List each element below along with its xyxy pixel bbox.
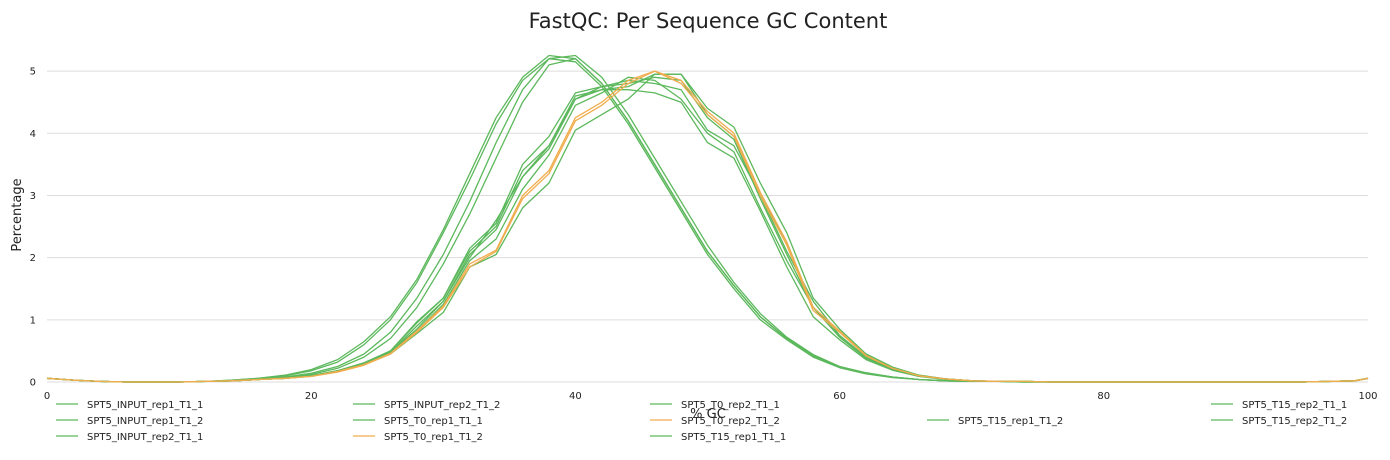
series-line-spt5-t15-rep1-t1-1[interactable] xyxy=(46,73,1369,383)
series-line-spt5-input-rep1-t1-2[interactable] xyxy=(46,54,1369,383)
x-axis-label: % GC xyxy=(690,407,726,422)
legend-label: SPT5_T15_rep1_T1_2 xyxy=(958,416,1063,427)
x-tick-label: 0 xyxy=(44,391,50,402)
x-tick-label: 20 xyxy=(305,391,318,402)
legend-item[interactable]: SPT5_T15_rep2_T1_2 xyxy=(1211,416,1347,427)
legend-item[interactable]: SPT5_INPUT_rep1_T1_2 xyxy=(56,416,203,427)
legend-item[interactable]: SPT5_T0_rep1_T1_1 xyxy=(353,416,483,427)
series-line-spt5-t15-rep1-t1-2[interactable] xyxy=(46,76,1369,383)
legend-label: SPT5_T0_rep2_T1_1 xyxy=(681,400,780,411)
legend-label: SPT5_INPUT_rep1_T1_1 xyxy=(87,400,203,411)
legend-item[interactable]: SPT5_INPUT_rep2_T1_2 xyxy=(353,400,500,411)
legend-label: SPT5_T15_rep2_T1_2 xyxy=(1242,416,1347,427)
legend-item[interactable]: SPT5_T15_rep1_T1_2 xyxy=(927,416,1063,427)
y-tick-label: 3 xyxy=(30,191,36,202)
y-tick-label: 1 xyxy=(30,315,36,326)
axis-ticks: 0 1 2 3 4 5 0 20 40 60 80 100 xyxy=(30,67,1378,402)
legend: SPT5_INPUT_rep1_T1_1 SPT5_INPUT_rep1_T1_2… xyxy=(56,400,1347,443)
legend-item[interactable]: SPT5_T0_rep1_T1_2 xyxy=(353,432,483,443)
legend-item[interactable]: SPT5_T15_rep2_T1_1 xyxy=(1211,400,1347,411)
y-tick-label: 0 xyxy=(30,378,36,389)
legend-label: SPT5_T0_rep1_T1_2 xyxy=(384,432,483,443)
x-tick-label: 100 xyxy=(1358,391,1377,402)
legend-item[interactable]: SPT5_INPUT_rep1_T1_1 xyxy=(56,400,203,411)
series-line-spt5-input-rep2-t1-2[interactable] xyxy=(46,54,1369,383)
series-line-spt5-t0-rep2-t1-1[interactable] xyxy=(46,76,1369,383)
y-tick-label: 4 xyxy=(30,129,36,140)
legend-item[interactable]: SPT5_T0_rep2_T1_1 xyxy=(650,400,780,411)
legend-label: SPT5_T15_rep1_T1_1 xyxy=(681,432,786,443)
legend-label: SPT5_INPUT_rep2_T1_1 xyxy=(87,432,203,443)
series-line-spt5-t0-rep2-t1-2[interactable] xyxy=(46,70,1369,383)
series-line-spt5-t15-rep2-t1-1[interactable] xyxy=(46,73,1369,383)
x-tick-label: 40 xyxy=(569,391,582,402)
series-line-spt5-t0-rep1-t1-1[interactable] xyxy=(46,79,1369,383)
series-line-spt5-input-rep2-t1-1[interactable] xyxy=(46,58,1369,383)
legend-item[interactable]: SPT5_T15_rep1_T1_1 xyxy=(650,432,786,443)
y-tick-label: 5 xyxy=(30,67,36,78)
legend-label: SPT5_T15_rep2_T1_1 xyxy=(1242,400,1347,411)
y-axis-label: Percentage xyxy=(10,178,25,251)
legend-label: SPT5_INPUT_rep1_T1_2 xyxy=(87,416,203,427)
x-tick-label: 80 xyxy=(1097,391,1110,402)
legend-label: SPT5_T0_rep1_T1_1 xyxy=(384,416,483,427)
series-lines xyxy=(46,54,1369,383)
y-tick-label: 2 xyxy=(30,253,36,264)
legend-label: SPT5_T0_rep2_T1_2 xyxy=(681,416,780,427)
x-tick-label: 60 xyxy=(833,391,846,402)
legend-item[interactable]: SPT5_INPUT_rep2_T1_1 xyxy=(56,432,203,443)
series-line-spt5-input-rep1-t1-1[interactable] xyxy=(46,58,1369,383)
legend-label: SPT5_INPUT_rep2_T1_2 xyxy=(384,400,500,411)
chart-title: FastQC: Per Sequence GC Content xyxy=(529,9,888,33)
legend-item[interactable]: SPT5_T0_rep2_T1_2 xyxy=(650,416,780,427)
